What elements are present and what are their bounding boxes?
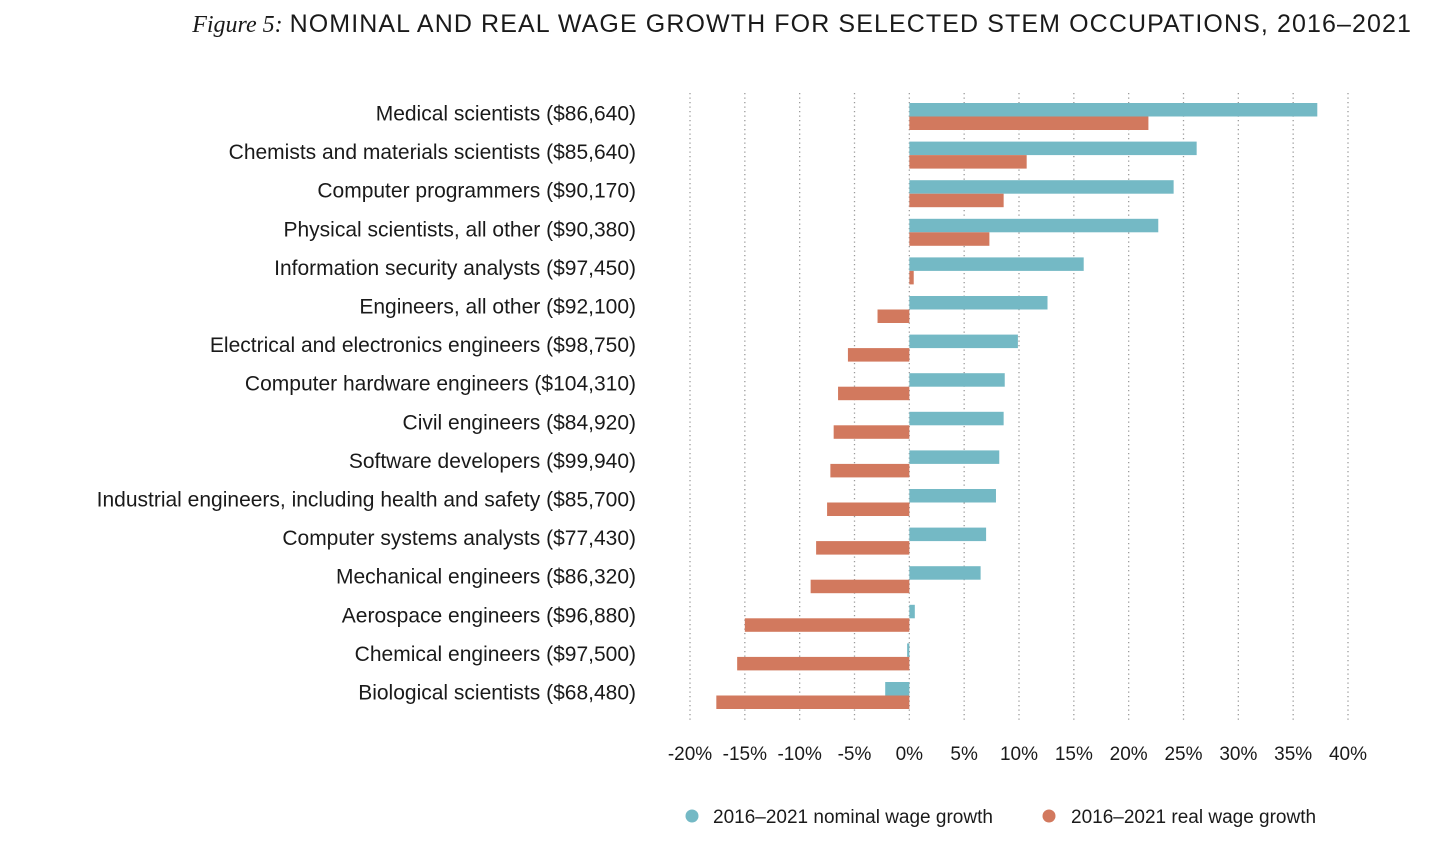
nominal-growth-bar [909,257,1084,271]
category-label: Biological scientists ($68,480) [358,682,636,705]
x-axis-ticks: -20% -15% -10% -5% 0% 5% 10% 15% 20% 25% 30% 35% 40% [668,744,1367,765]
x-tick-label: 5% [950,744,978,765]
figure-title: NOMINAL AND REAL WAGE GROWTH FOR SELECTE… [289,10,1412,38]
bars [716,103,1318,709]
nominal-growth-bar [909,450,1000,464]
legend-real-marker [1042,809,1056,823]
category-label: Physical scientists, all other ($90,380) [284,218,637,241]
category-label: Civil engineers ($84,920) [403,411,636,434]
x-tick-label: 25% [1164,744,1202,765]
x-tick-label: 15% [1055,744,1093,765]
category-label: Computer programmers ($90,170) [317,180,636,203]
chart-title: Figure 5: NOMINAL AND REAL WAGE GROWTH F… [0,6,1412,43]
real-growth-bar [816,541,910,555]
real-growth-bar [716,695,910,709]
real-growth-bar [830,463,910,478]
nominal-growth-bar [909,103,1318,117]
real-growth-bar [810,579,910,594]
real-growth-bar [847,348,910,362]
nominal-growth-bar [909,180,1174,194]
figure-number: Figure 5: [192,12,283,38]
legend-nominal-label: 2016–2021 nominal wage growth [713,807,993,828]
nominal-growth-bar [909,373,1005,387]
real-growth-bar [909,232,990,246]
x-tick-label: 40% [1329,744,1367,765]
real-growth-bar [744,618,910,632]
x-tick-label: -20% [668,744,712,765]
nominal-growth-bar [909,141,1197,156]
category-label: Computer systems analysts ($77,430) [282,527,636,550]
real-growth-bar [909,270,914,285]
x-tick-label: 0% [896,744,924,765]
x-tick-label: 20% [1110,744,1148,765]
real-growth-bar [909,155,1027,169]
nominal-growth-bar [909,411,1004,426]
nominal-growth-bar [909,566,981,580]
category-label: Electrical and electronics engineers ($9… [210,334,636,357]
x-tick-label: -10% [777,744,821,765]
category-label: Engineers, all other ($92,100) [359,296,636,319]
nominal-growth-bar [907,643,910,657]
nominal-growth-bar [909,489,996,503]
real-growth-bar [827,502,910,516]
real-growth-bar [833,425,910,439]
real-growth-bar [838,386,910,401]
legend: 2016–2021 nominal wage growth 2016–2021 r… [685,807,1316,828]
category-labels: Medical scientists ($86,640) Chemists and… [97,103,636,705]
x-tick-label: -5% [838,744,872,765]
nominal-growth-bar [909,527,987,542]
x-tick-label: 30% [1219,744,1257,765]
nominal-growth-bar [885,682,910,696]
category-label: Software developers ($99,940) [349,450,636,473]
real-growth-bar [909,193,1004,208]
nominal-growth-bar [909,296,1048,310]
nominal-growth-bar [909,334,1018,349]
category-label: Industrial engineers, including health a… [97,489,636,512]
x-tick-label: 10% [1000,744,1038,765]
nominal-growth-bar [909,604,915,619]
category-label: Information security analysts ($97,450) [274,257,636,280]
legend-nominal-marker [685,809,699,823]
legend-real-label: 2016–2021 real wage growth [1071,807,1316,828]
nominal-growth-bar [909,218,1159,233]
category-label: Medical scientists ($86,640) [376,103,636,126]
category-label: Mechanical engineers ($86,320) [336,566,636,589]
x-tick-label: 35% [1274,744,1312,765]
real-growth-bar [909,116,1149,130]
x-tick-label: -15% [723,744,767,765]
category-label: Chemists and materials scientists ($85,6… [229,141,636,164]
category-label: Chemical engineers ($97,500) [355,643,636,666]
real-growth-bar [877,309,910,323]
real-growth-bar [737,656,910,671]
category-label: Aerospace engineers ($96,880) [342,604,636,627]
category-label: Computer hardware engineers ($104,310) [245,373,636,396]
